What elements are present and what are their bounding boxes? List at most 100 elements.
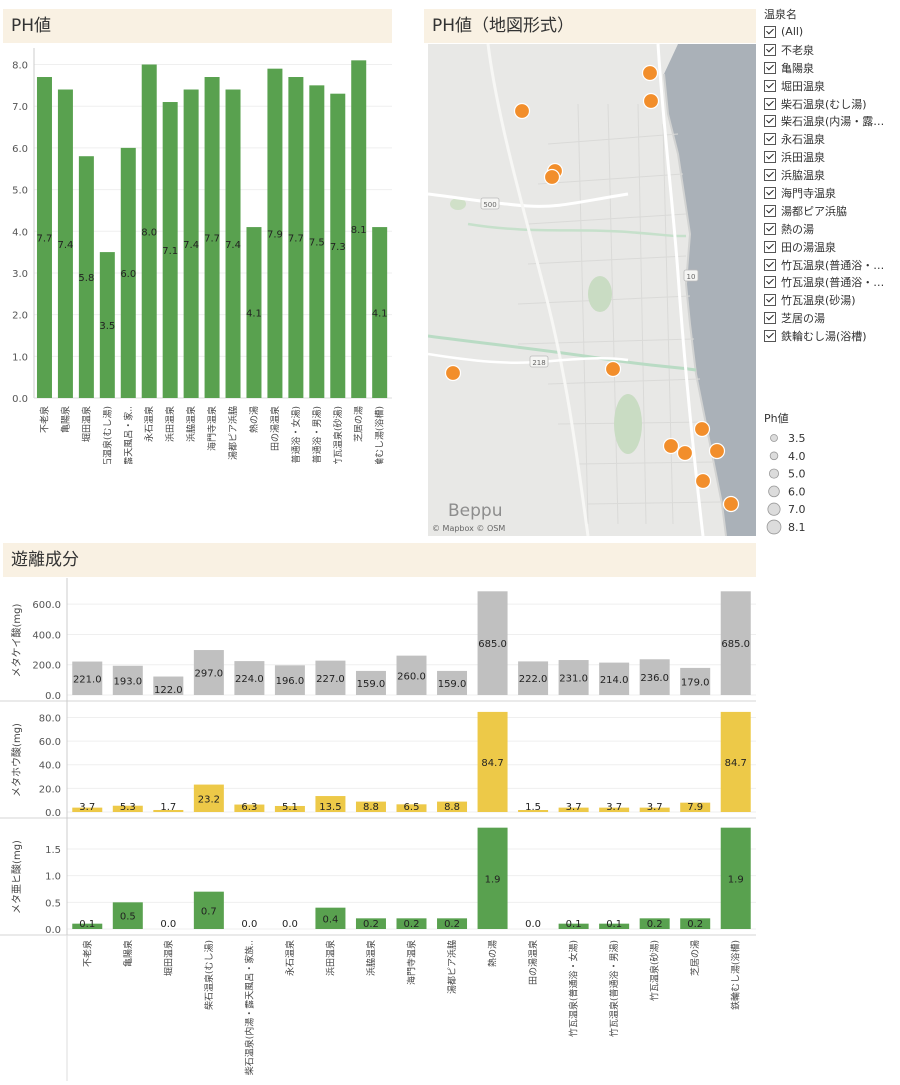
x-category-label: 海門寺温泉	[406, 940, 418, 985]
filter-checkbox[interactable]	[764, 133, 776, 146]
road-badge	[683, 269, 699, 282]
filter-item[interactable]: 浜田温泉	[764, 148, 898, 166]
filter-item[interactable]: 熱の湯	[764, 220, 898, 238]
y-tick-label: 40.0	[39, 761, 61, 772]
component-bar	[518, 810, 549, 812]
y-tick-label: 3.0	[12, 269, 28, 280]
component-bar	[112, 665, 143, 695]
filter-checkbox[interactable]	[764, 204, 776, 217]
component-bar	[274, 665, 305, 695]
component-bar	[396, 918, 427, 929]
component-bar-label: 196.0	[276, 676, 305, 687]
x-category-label: 浜脇温泉	[185, 406, 197, 442]
component-bar-label: 7.9	[687, 802, 703, 813]
filter-checkbox[interactable]	[764, 79, 776, 92]
y-tick-label: 200.0	[32, 661, 61, 672]
filter-item[interactable]: 柴石温泉(むし湯)	[764, 95, 898, 113]
size-legend-label: 8.1	[788, 521, 806, 534]
y-tick-label: 6.0	[12, 144, 28, 155]
filter-checkbox[interactable]	[764, 43, 776, 56]
size-legend-circle	[769, 451, 779, 461]
filter-checkbox[interactable]	[764, 258, 776, 271]
filter-item[interactable]: 湯都ピア浜脇	[764, 202, 898, 220]
filter-checkbox[interactable]	[764, 240, 776, 253]
component-bar-label: 159.0	[357, 679, 386, 690]
ph-bar-label: 7.5	[309, 238, 325, 249]
y-tick-label: 20.0	[39, 784, 61, 795]
filter-item[interactable]: 鉄輪むし湯(浴槽)	[764, 327, 898, 345]
x-category-label: 竹瓦温泉(普通浴・女湯)	[290, 406, 302, 464]
ph-bar-label: 5.8	[78, 273, 94, 284]
size-legend-circle	[768, 468, 780, 479]
filter-item[interactable]: 田の湯温泉	[764, 238, 898, 256]
filter-checkbox[interactable]	[764, 61, 776, 74]
filter-item-label: 亀陽泉	[781, 61, 814, 75]
component-bar	[558, 923, 589, 929]
filter-item[interactable]: 竹瓦温泉(普通浴・男...	[764, 273, 898, 291]
x-category-label: 湯都ピア浜脇	[447, 940, 458, 994]
size-legend-label: 6.0	[788, 485, 806, 498]
filter-checkbox[interactable]	[764, 25, 776, 38]
filter-checkbox[interactable]	[764, 151, 776, 164]
component-bar	[153, 809, 184, 812]
filter-item-label: 竹瓦温泉(普通浴・女...	[781, 258, 891, 272]
component-bar	[72, 661, 103, 695]
filter-checkbox[interactable]	[764, 169, 776, 182]
filter-item[interactable]: 不老泉	[764, 41, 898, 59]
x-category-label: 熱の湯	[487, 940, 499, 967]
filter-checkbox[interactable]	[764, 115, 776, 128]
filter-item[interactable]: 柴石温泉(内湯・露天...	[764, 112, 898, 130]
component-bar-label: 23.2	[198, 794, 220, 805]
y-tick-label: 8.0	[12, 61, 28, 72]
size-legend-circle	[766, 519, 782, 535]
filter-item[interactable]: 海門寺温泉	[764, 184, 898, 202]
filter-item[interactable]: 芝居の湯	[764, 309, 898, 327]
component-bar	[355, 918, 386, 929]
filter-item-label: 熱の湯	[781, 222, 814, 236]
component-bar	[315, 907, 346, 929]
x-category-label: 竹瓦温泉(普通浴・女湯)	[568, 940, 580, 1037]
ph-bar	[225, 89, 241, 399]
onsen-marker	[641, 64, 659, 82]
y-tick-label: 400.0	[32, 630, 61, 641]
filter-checkbox[interactable]	[764, 97, 776, 110]
filter-item[interactable]: 浜脇温泉	[764, 166, 898, 184]
filter-checkbox[interactable]	[764, 312, 776, 325]
ph-bar	[36, 77, 52, 398]
component-bar-label: 3.7	[566, 802, 582, 813]
ph-bar	[183, 89, 199, 399]
filter-item-label: 鉄輪むし湯(浴槽)	[781, 330, 867, 344]
component-bar	[193, 784, 224, 812]
filter-checkbox[interactable]	[764, 222, 776, 235]
component-bar	[558, 807, 589, 812]
ph-bar	[351, 60, 367, 399]
filter-item[interactable]: (All)	[764, 23, 898, 41]
filter-checkbox[interactable]	[764, 294, 776, 307]
component-bar	[274, 805, 305, 812]
component-bar-label: 8.8	[444, 802, 460, 813]
component-bar-label: 5.3	[120, 802, 136, 813]
size-legend-label: 7.0	[788, 503, 806, 516]
filter-item[interactable]: 亀陽泉	[764, 59, 898, 77]
x-category-label: 芝居の湯	[689, 940, 701, 976]
filter-item[interactable]: 竹瓦温泉(普通浴・女...	[764, 256, 898, 274]
filter-item[interactable]: 永石温泉	[764, 130, 898, 148]
road-label-218: 218	[532, 359, 545, 367]
filter-checkbox[interactable]	[764, 276, 776, 289]
filter-checkbox[interactable]	[764, 186, 776, 199]
y-tick-label: 600.0	[32, 600, 61, 611]
component-bar	[153, 676, 184, 695]
filter-item[interactable]: 堀田温泉	[764, 77, 898, 95]
filter-checkbox[interactable]	[764, 330, 776, 343]
filter-item[interactable]: 竹瓦温泉(砂湯)	[764, 291, 898, 309]
filter-item-label: 海門寺温泉	[781, 186, 836, 200]
component-bar	[680, 667, 711, 695]
ph-bar	[246, 227, 262, 398]
ph-markers	[444, 64, 740, 513]
river	[428, 334, 697, 372]
beppu-map[interactable]: 500 10 218 Beppu © Mapbox © OSM	[428, 44, 756, 536]
x-category-label: 田の湯温泉	[269, 406, 281, 451]
component-bar-label: 84.7	[481, 758, 503, 769]
ph-bar-label: 4.1	[246, 309, 262, 320]
ph-bar-label: 7.7	[288, 234, 304, 245]
